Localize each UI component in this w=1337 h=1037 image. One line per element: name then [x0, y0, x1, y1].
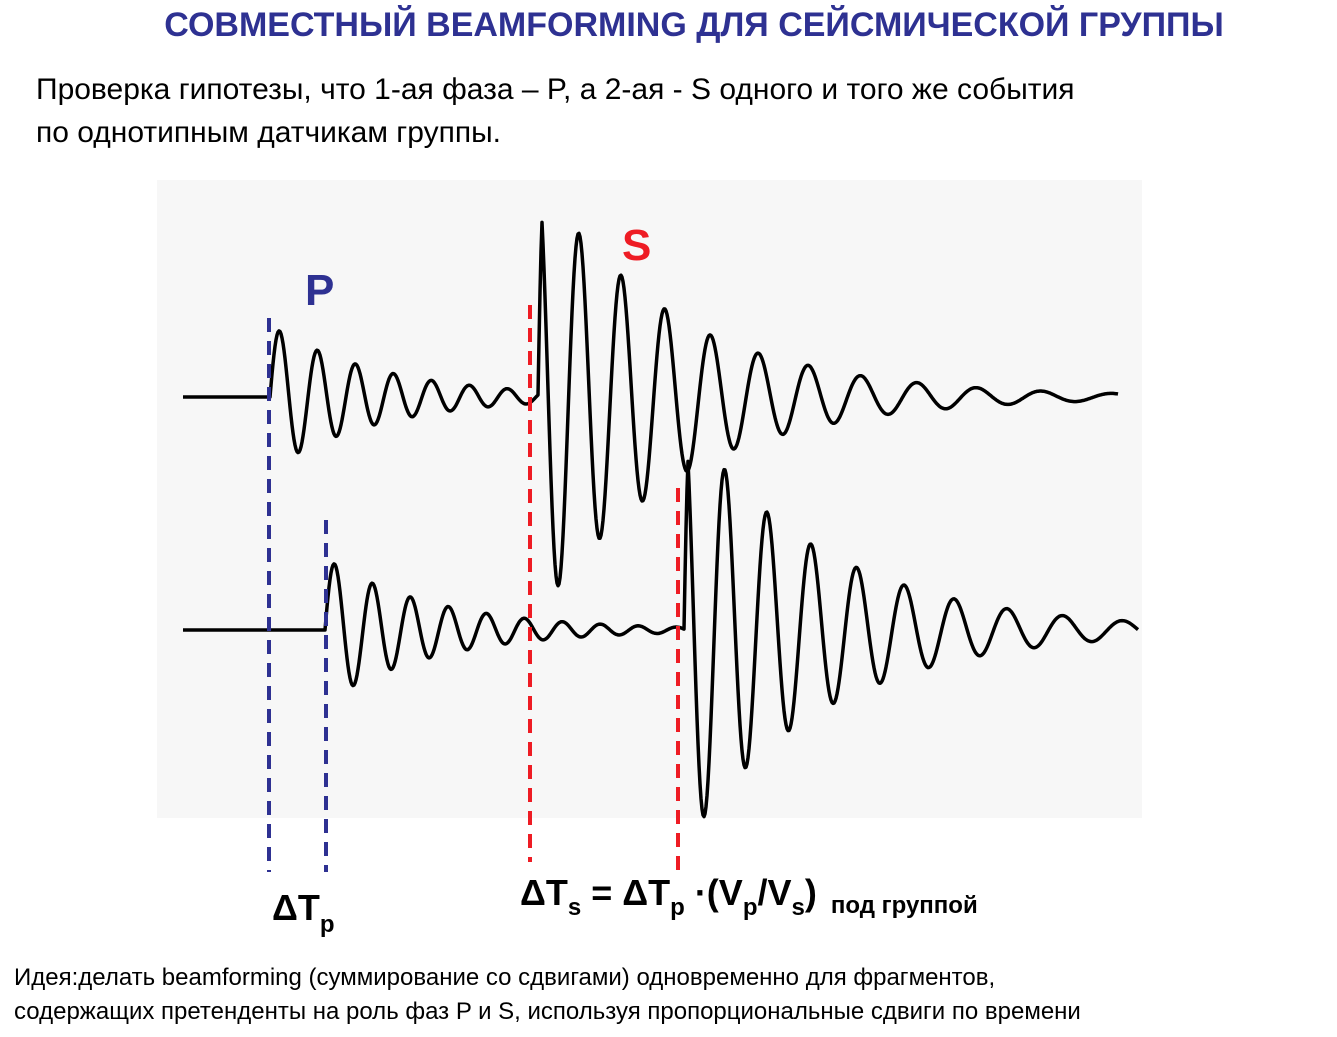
- subtitle-line: по однотипным датчикам группы.: [36, 116, 501, 149]
- delta-tp: ΔTp: [272, 887, 335, 938]
- waveform: [183, 459, 1140, 819]
- formula-note: под группой: [831, 892, 978, 919]
- formula-part: /V: [757, 872, 791, 913]
- phase-markers: [267, 305, 680, 876]
- formula-sub: s: [568, 894, 581, 921]
- title: СОВМЕСТНЫЙ BEAMFORMING ДЛЯ СЕЙСМИЧЕСКОЙ …: [164, 5, 1224, 44]
- formula-part: ΔT: [272, 887, 320, 928]
- formula-sub: p: [670, 894, 685, 921]
- s-label: S: [622, 221, 651, 270]
- formula-sub: p: [743, 894, 758, 921]
- formula-part: ·(V: [685, 872, 743, 913]
- footer-line: содержащих претенденты на роль фаз P и S…: [14, 998, 1081, 1025]
- subtitle-line: Проверка гипотезы, что 1-ая фаза – P, а …: [36, 73, 1075, 106]
- formula-part: ): [805, 872, 817, 913]
- p-label: P: [305, 266, 334, 315]
- formula-sub: p: [320, 911, 335, 938]
- footer-line: Идея:делать beamforming (суммирование со…: [14, 964, 995, 991]
- plot-panel: [157, 180, 1142, 818]
- formula-part: = ΔT: [581, 872, 670, 913]
- formula-part: ΔT: [520, 872, 568, 913]
- waveform: [183, 220, 1119, 588]
- delta-ts: ΔTs = ΔTp ·(Vp/Vs) под группой: [520, 872, 978, 921]
- formula-sub: s: [792, 894, 805, 921]
